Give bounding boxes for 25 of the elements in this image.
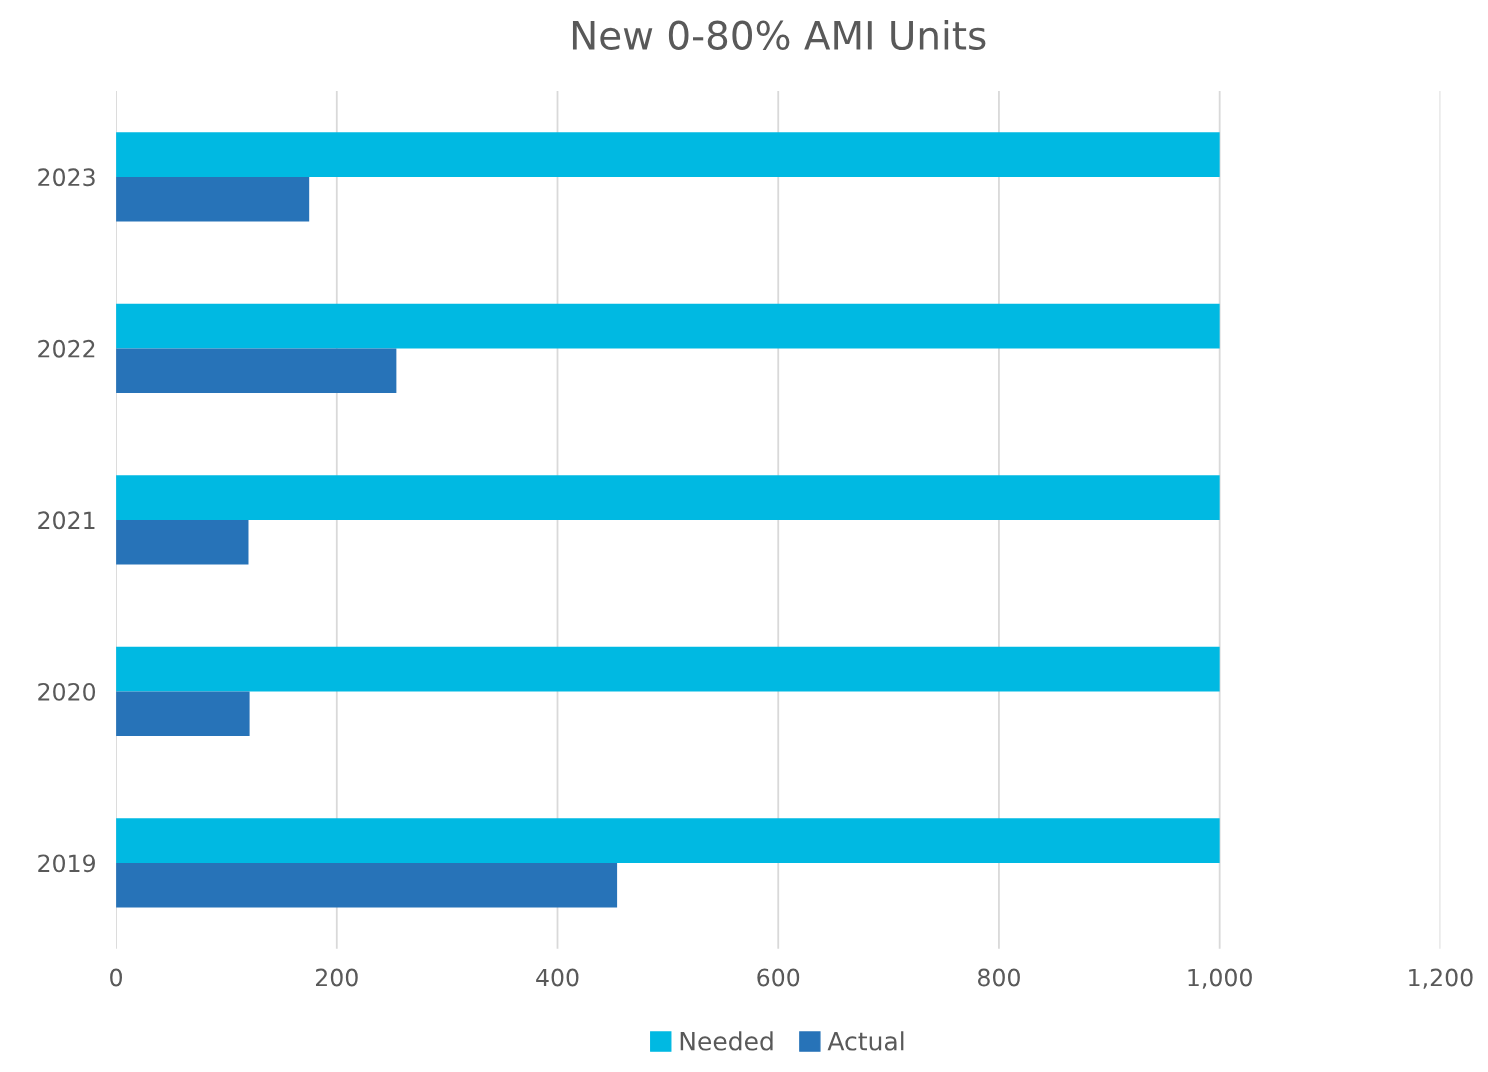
bar [116, 818, 1220, 863]
y-tick-label: 2020 [38, 682, 96, 701]
x-tick-label: 1,000 [1188, 968, 1252, 989]
bar [116, 519, 249, 565]
x-tick-label: 200 [315, 968, 358, 987]
bar [116, 862, 618, 908]
x-tick-label: 800 [978, 968, 1020, 987]
chart-title: New 0-80% AMI Units [572, 19, 986, 51]
bar [116, 646, 1220, 692]
x-tick-label: 1,200 [1409, 968, 1473, 989]
bar [116, 691, 250, 737]
x-tick-label: 400 [536, 968, 579, 987]
bar [116, 176, 310, 222]
bar [116, 132, 1220, 177]
legend-label: Actual [827, 1031, 904, 1051]
bar [116, 348, 397, 393]
y-tick-label: 2022 [38, 339, 95, 358]
x-tick-label: 0 [110, 968, 123, 987]
bar [116, 303, 1220, 349]
bar [116, 475, 1220, 520]
y-tick-label: 2023 [38, 168, 95, 187]
y-tick-label: 2021 [38, 511, 95, 530]
y-tick-label: 2019 [38, 854, 95, 873]
legend-label: Needed [680, 1031, 773, 1051]
x-tick-label: 600 [757, 968, 800, 987]
